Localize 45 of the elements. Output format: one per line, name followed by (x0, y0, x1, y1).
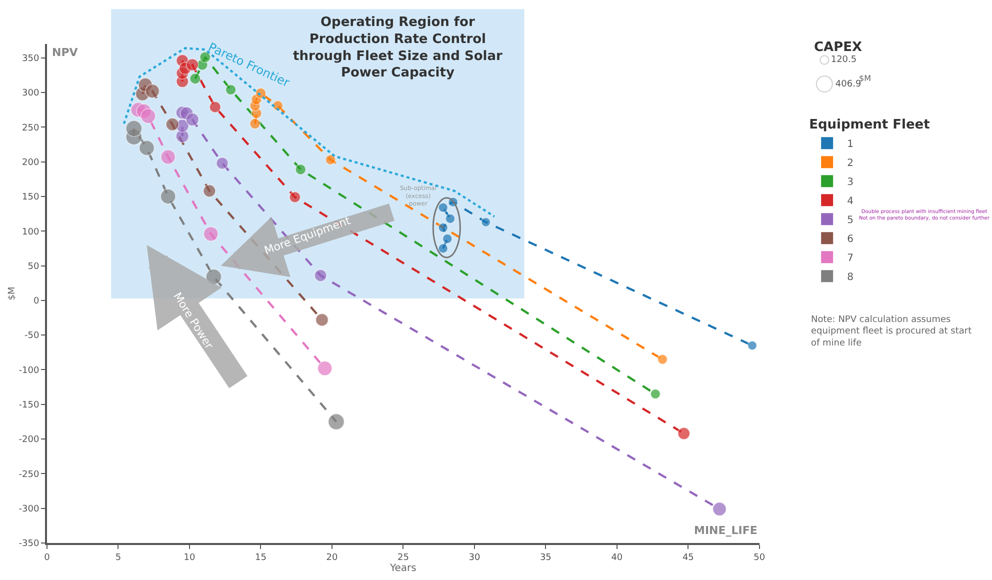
x-tick-label: 5 (115, 552, 122, 563)
text: $M (859, 74, 872, 83)
legend-title: Equipment Fleet (809, 118, 930, 133)
text: Note: NPV calculation assumes equipment fleet is procured at start of mine life (811, 315, 972, 348)
x-tick-label: 50 (754, 552, 766, 563)
x-tick-label: 25 (397, 552, 409, 563)
y-tick-label: 150 (22, 192, 40, 203)
y-tick-label: 50 (28, 262, 40, 272)
x-tick-label: 20 (326, 552, 338, 563)
x-tick-label: 15 (254, 552, 266, 563)
legend-label: 6 (847, 234, 854, 246)
text: CAPEX (814, 40, 862, 55)
legend-label: 3 (847, 177, 854, 188)
y-tick-label: 350 (22, 54, 40, 64)
x-tick-label: 45 (682, 552, 694, 563)
x-tick-label: 40 (611, 552, 623, 563)
x-tick-label: 35 (540, 552, 552, 563)
annotation: Operating Region for Production Rate Control through Fleet Size and Solar Power Capacity (293, 15, 503, 81)
legend-label: 5 (847, 215, 854, 226)
y-tick-label: -50 (24, 331, 40, 342)
annotation: NPV (52, 46, 78, 59)
y-tick-label: -300 (18, 504, 40, 514)
annotation: MINE_LIFE (694, 524, 758, 537)
y-tick-label: 300 (22, 88, 40, 99)
legend-label: 120.5 (830, 55, 857, 66)
y-tick-label: -100 (18, 366, 40, 376)
y-tick-label: 0 (33, 296, 40, 307)
legend-label: 8 (847, 272, 854, 284)
y-tick-label: 250 (22, 123, 40, 134)
y-tick-label: -350 (18, 539, 40, 550)
legend-label: 7 (847, 253, 854, 264)
x-tick-label: 0 (44, 552, 50, 563)
legend-label: 406.9 (835, 79, 862, 90)
legend-label: 4 (847, 196, 854, 208)
legend-label: 1 (847, 139, 854, 150)
y-tick-label: 200 (22, 158, 40, 168)
x-tick-label: 10 (184, 552, 196, 563)
x-axis-title: Years (389, 562, 416, 574)
y-tick-label: -250 (18, 470, 40, 480)
legend-label: 2 (847, 158, 854, 170)
y-tick-label: -150 (18, 400, 40, 411)
y-axis-title: $M (8, 286, 18, 300)
x-tick-label: 30 (468, 552, 480, 563)
y-tick-label: 100 (22, 227, 40, 238)
y-tick-label: -200 (18, 435, 40, 446)
